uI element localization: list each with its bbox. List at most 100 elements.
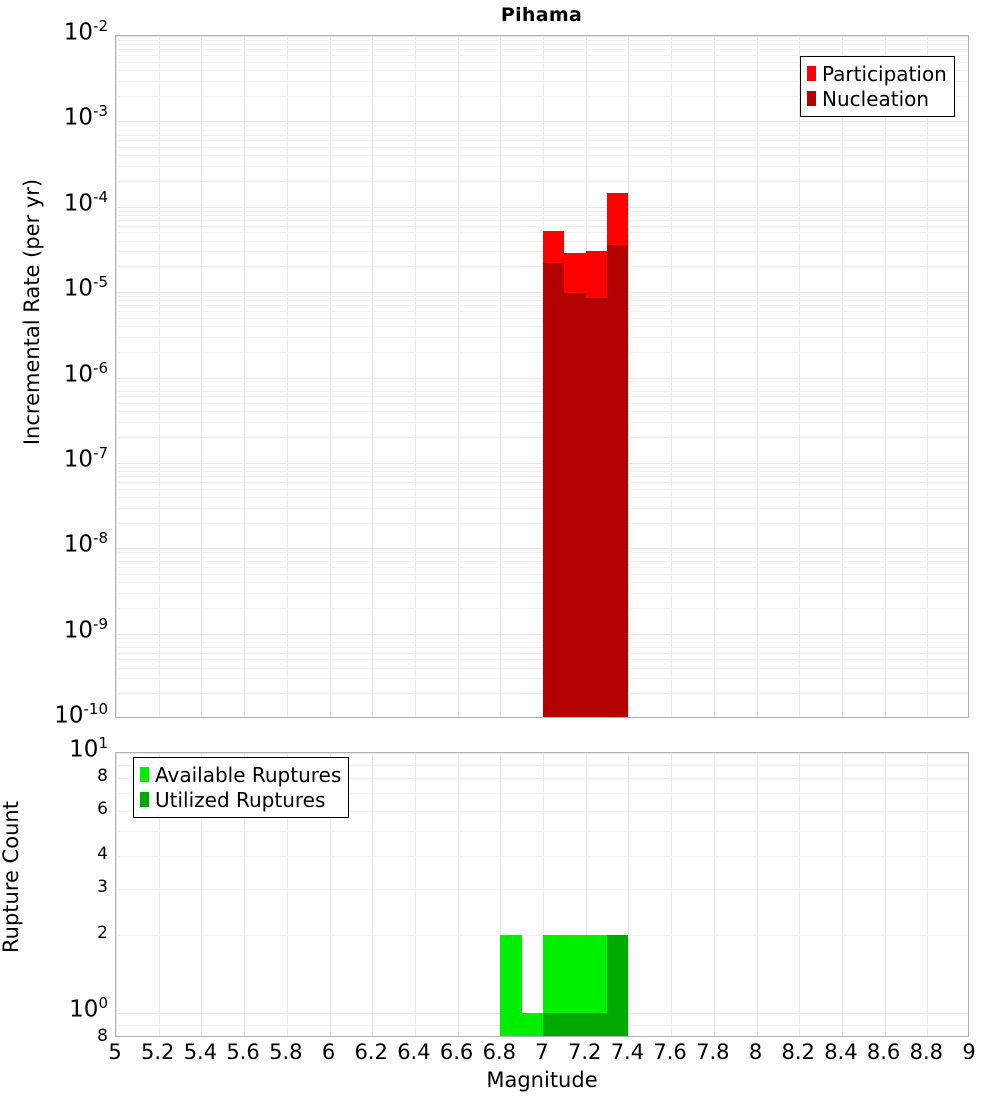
legend-item[interactable]: Nucleation <box>807 86 947 111</box>
gridline-vertical <box>458 36 459 717</box>
bar <box>500 934 522 1036</box>
gridline-horizontal <box>116 634 968 635</box>
bar <box>585 1012 608 1036</box>
gridline-horizontal <box>116 121 968 122</box>
gridline-horizontal <box>116 471 968 472</box>
legend-label-available-ruptures: Available Ruptures <box>155 762 342 787</box>
gridline-horizontal <box>116 608 968 609</box>
gridline-vertical <box>458 753 459 1036</box>
gridline-horizontal <box>116 403 968 404</box>
legend-label-nucleation: Nucleation <box>822 86 930 111</box>
x-tick-label: 6.6 <box>439 1040 474 1064</box>
x-tick-label: 6.4 <box>397 1040 431 1064</box>
gridline-horizontal <box>116 678 968 679</box>
x-tick-label: 7.4 <box>610 1040 645 1064</box>
bar <box>585 297 608 717</box>
gridline-horizontal <box>116 181 968 182</box>
gridline-horizontal <box>116 476 968 477</box>
gridline-vertical <box>500 36 501 717</box>
y-tick-label: 10-2 <box>63 17 108 46</box>
gridline-horizontal <box>116 638 968 639</box>
y-tick-label: 6 <box>97 798 108 819</box>
gridline-vertical <box>201 36 202 717</box>
gridline-vertical <box>671 36 672 717</box>
gridline-horizontal <box>116 642 968 643</box>
gridline-horizontal <box>116 318 968 319</box>
gridline-vertical <box>372 36 373 717</box>
gridline-horizontal <box>116 386 968 387</box>
gridline-horizontal <box>116 523 968 524</box>
gridline-horizontal <box>116 508 968 509</box>
gridline-horizontal <box>116 378 968 379</box>
gridline-vertical <box>372 753 373 1036</box>
gridline-horizontal <box>116 311 968 312</box>
x-tick-label: 5 <box>108 1040 122 1064</box>
y-tick-label: 10-8 <box>63 529 108 558</box>
gridline-vertical <box>500 753 501 1036</box>
y-tick-label: 10-6 <box>63 358 108 387</box>
gridline-horizontal <box>116 463 968 464</box>
gridline-horizontal <box>116 36 968 37</box>
gridline-horizontal <box>116 70 968 71</box>
gridline-horizontal <box>116 831 968 832</box>
gridline-horizontal <box>116 693 968 694</box>
gridline-horizontal <box>116 207 968 208</box>
gridline-vertical <box>842 753 843 1036</box>
legend-label-participation: Participation <box>822 61 947 86</box>
gridline-horizontal <box>116 765 968 766</box>
gridline-horizontal <box>116 232 968 233</box>
gridline-vertical <box>799 36 800 717</box>
x-axis-label: Magnitude <box>486 1068 598 1092</box>
legend-item[interactable]: Utilized Ruptures <box>140 787 341 812</box>
bar <box>585 934 608 1036</box>
legend-item[interactable]: Participation <box>807 61 947 86</box>
gridline-horizontal <box>116 296 968 297</box>
gridline-horizontal <box>116 226 968 227</box>
gridline-vertical <box>757 753 758 1036</box>
bar <box>564 293 586 717</box>
gridline-horizontal <box>116 574 968 575</box>
y-tick-label: 10-3 <box>63 102 108 131</box>
x-tick-label: 7 <box>535 1040 549 1064</box>
gridline-vertical <box>201 753 202 1036</box>
gridline-vertical <box>885 753 886 1036</box>
gridline-horizontal <box>116 561 968 562</box>
y-tick-label: 8 <box>97 766 108 787</box>
gridline-vertical <box>287 36 288 717</box>
gridline-horizontal <box>116 482 968 483</box>
y-tick-label: 10-4 <box>63 187 108 217</box>
gridline-vertical <box>927 753 928 1036</box>
gridline-vertical <box>799 753 800 1036</box>
gridline-vertical <box>586 753 587 1036</box>
gridline-horizontal <box>116 593 968 594</box>
bar <box>607 934 629 1036</box>
x-tick-label: 7.2 <box>567 1040 602 1064</box>
gridline-vertical <box>671 753 672 1036</box>
gridline-horizontal <box>116 391 968 392</box>
gridline-horizontal <box>116 396 968 397</box>
gridline-horizontal <box>116 62 968 63</box>
gridline-vertical <box>159 36 160 717</box>
legend-item[interactable]: Available Ruptures <box>140 762 341 787</box>
bar <box>564 1012 586 1036</box>
gridline-horizontal <box>116 659 968 660</box>
page-title: Pihama <box>500 4 583 26</box>
legend-rupture-count: Available Ruptures Utilized Ruptures <box>133 757 350 818</box>
x-tick-label: 5.6 <box>226 1040 260 1064</box>
gridline-vertical <box>927 36 928 717</box>
bar <box>564 934 586 1036</box>
y-tick-label: 2 <box>97 922 108 943</box>
bar <box>543 1012 565 1036</box>
gridline-horizontal <box>116 215 968 216</box>
gridline-horizontal <box>116 337 968 338</box>
gridline-horizontal <box>116 166 968 167</box>
x-tick-label: 6.2 <box>354 1040 388 1064</box>
y-tick-label: 10-9 <box>63 614 108 643</box>
x-tick-label: 5.8 <box>269 1040 303 1064</box>
y-tick-label: 8 <box>97 1026 108 1046</box>
legend-swatch-nucleation <box>807 91 816 106</box>
legend-swatch-utilized-ruptures <box>140 792 149 807</box>
gridline-horizontal <box>116 653 968 654</box>
gridline-horizontal <box>116 548 968 549</box>
